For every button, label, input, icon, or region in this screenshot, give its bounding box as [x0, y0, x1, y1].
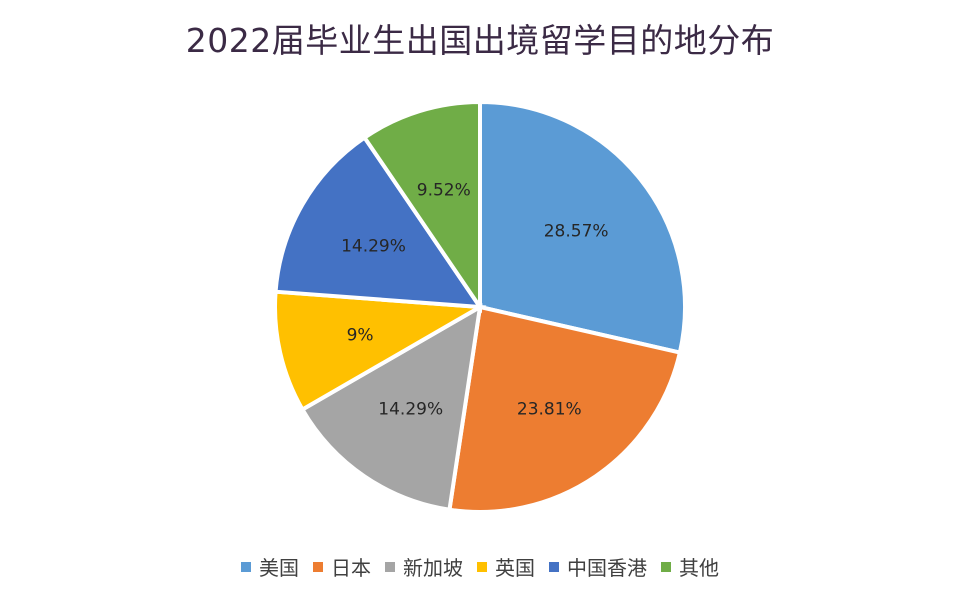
- legend-item-other: 其他: [661, 552, 719, 581]
- pie-slices: [273, 99, 687, 514]
- pie-slice-japan: [447, 304, 683, 514]
- data-label-usa: 28.57%: [544, 221, 609, 241]
- legend-label: 其他: [679, 556, 719, 580]
- legend-label: 日本: [331, 556, 371, 580]
- data-label-uk: 9%: [347, 325, 374, 345]
- pie-slice-uk: [273, 289, 487, 413]
- legend-item-uk: 英国: [477, 552, 535, 581]
- data-label-japan: 23.81%: [517, 400, 582, 420]
- data-label-other: 9.52%: [417, 180, 471, 200]
- legend-label: 中国香港: [567, 556, 647, 580]
- legend-swatch-icon: [313, 561, 323, 572]
- legend-item-singapore: 新加坡: [385, 552, 463, 581]
- legend-swatch-icon: [477, 561, 487, 572]
- legend-label: 英国: [495, 556, 535, 580]
- pie-slice-singapore: [299, 303, 483, 512]
- legend-swatch-icon: [549, 561, 559, 572]
- legend: 美国 日本 新加坡 英国 中国香港 其他: [0, 552, 960, 581]
- legend-label: 美国: [259, 556, 299, 580]
- legend-item-japan: 日本: [313, 552, 371, 581]
- legend-swatch-icon: [385, 561, 395, 572]
- pie-slice-hongkong: [273, 134, 484, 310]
- pie-labels: 28.57% 23.81% 14.29% 9% 14.29% 9.52%: [341, 180, 609, 419]
- pie-slice-usa: [478, 99, 687, 355]
- pie-slice-other: [361, 99, 482, 314]
- legend-item-hongkong: 中国香港: [549, 552, 647, 581]
- legend-swatch-icon: [661, 561, 671, 572]
- legend-swatch-icon: [241, 561, 251, 572]
- legend-label: 新加坡: [403, 556, 463, 580]
- chart-title: 2022届毕业生出国出境留学目的地分布: [185, 21, 775, 60]
- data-label-singapore: 14.29%: [378, 400, 443, 420]
- data-label-hongkong: 14.29%: [341, 236, 406, 256]
- legend-item-usa: 美国: [241, 552, 299, 581]
